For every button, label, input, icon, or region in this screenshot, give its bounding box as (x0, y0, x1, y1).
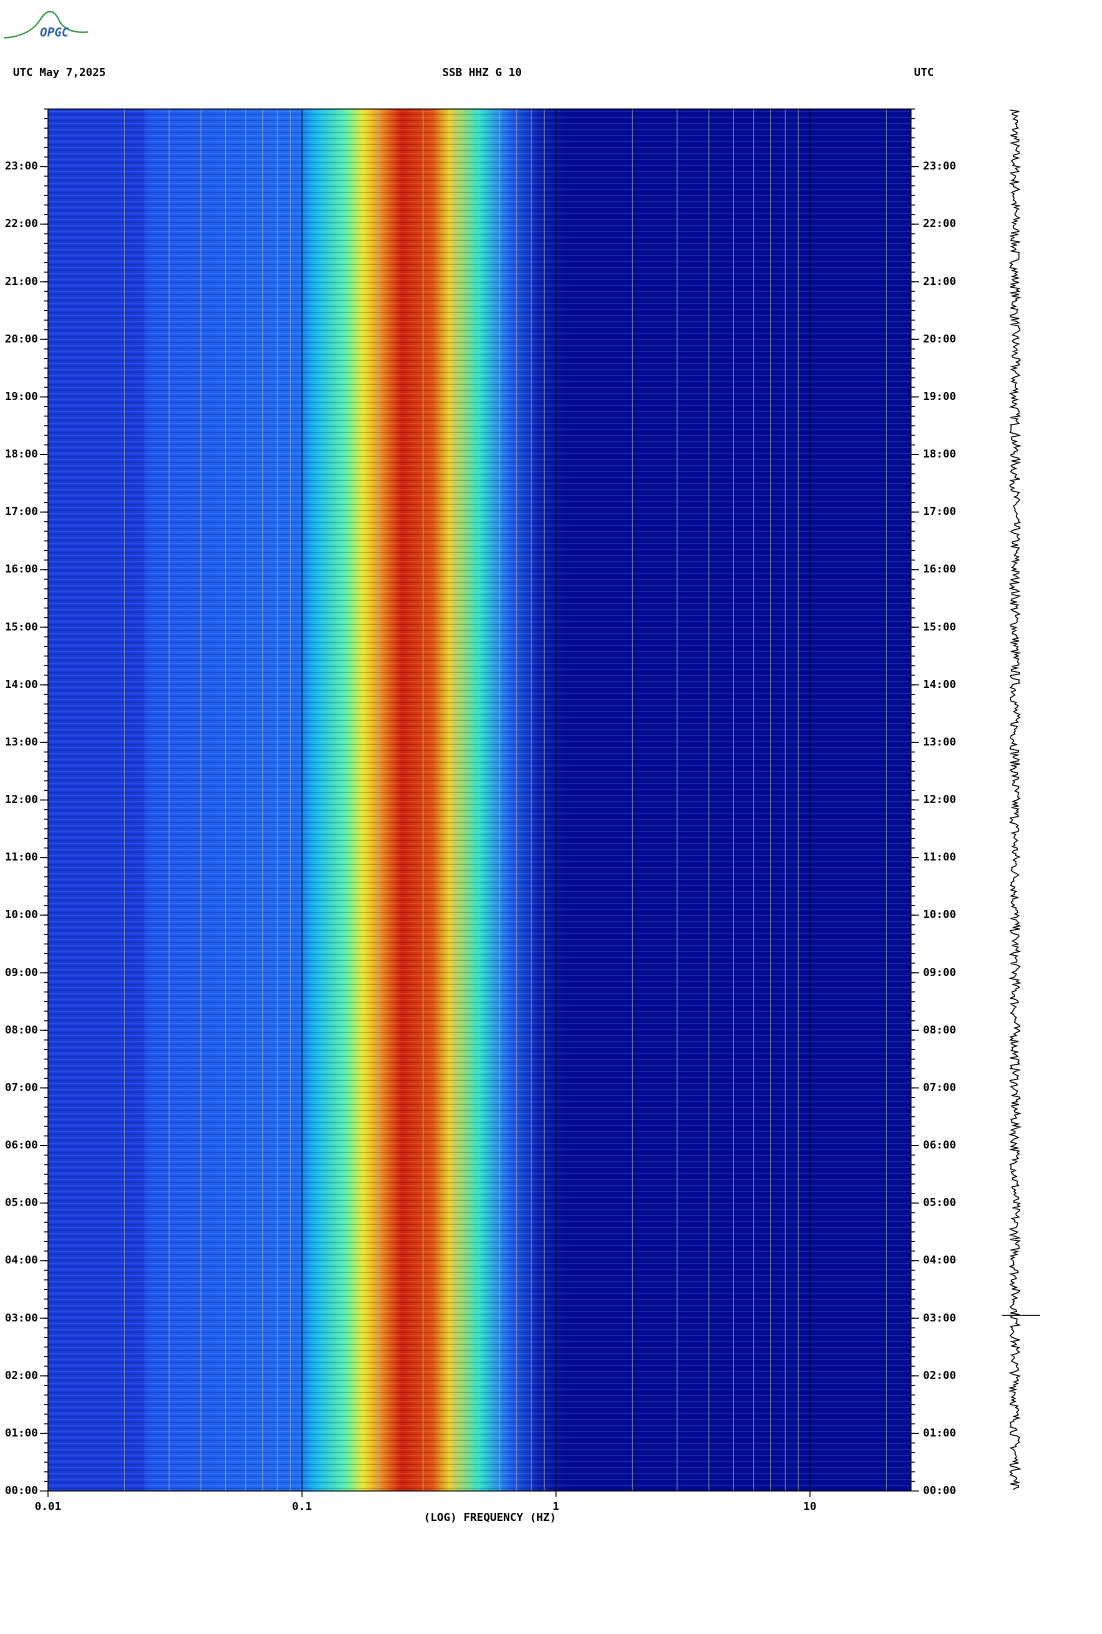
chart-title: SSB HHZ G 10 (442, 66, 521, 79)
y-tick-label: 22:00 (5, 217, 38, 230)
y-tick-label: 17:00 (923, 505, 956, 518)
y-tick-label: 12:00 (5, 793, 38, 806)
y-tick-label: 13:00 (5, 735, 38, 748)
y-tick-label: 16:00 (5, 563, 38, 576)
y-tick-label: 11:00 (923, 851, 956, 864)
y-tick-label: 02:00 (5, 1369, 38, 1382)
y-tick-label: 15:00 (5, 620, 38, 633)
right-label: UTC (914, 66, 934, 79)
y-tick-label: 21:00 (923, 275, 956, 288)
y-tick-label: 01:00 (5, 1426, 38, 1439)
y-tick-label: 08:00 (923, 1023, 956, 1036)
y-tick-label: 06:00 (923, 1139, 956, 1152)
x-axis-label: (LOG) FREQUENCY (HZ) (424, 1511, 556, 1524)
y-tick-label: 22:00 (923, 217, 956, 230)
y-tick-label: 13:00 (923, 735, 956, 748)
y-tick-label: 18:00 (923, 448, 956, 461)
x-tick-label: 1 (553, 1500, 560, 1513)
y-tick-label: 09:00 (923, 966, 956, 979)
y-tick-label: 23:00 (923, 160, 956, 173)
y-tick-label: 00:00 (5, 1484, 38, 1497)
x-tick-label: 0.01 (35, 1500, 62, 1513)
y-tick-label: 07:00 (5, 1081, 38, 1094)
y-tick-label: 11:00 (5, 851, 38, 864)
left-label: UTC May 7,2025 (13, 66, 106, 79)
y-tick-label: 17:00 (5, 505, 38, 518)
y-tick-label: 19:00 (923, 390, 956, 403)
y-tick-label: 05:00 (5, 1196, 38, 1209)
x-tick-label: 10 (803, 1500, 816, 1513)
y-tick-label: 04:00 (5, 1254, 38, 1267)
y-tick-label: 03:00 (923, 1311, 956, 1324)
y-tick-label: 14:00 (923, 678, 956, 691)
y-tick-label: 09:00 (5, 966, 38, 979)
x-tick-label: 0.1 (292, 1500, 312, 1513)
y-tick-label: 08:00 (5, 1023, 38, 1036)
y-tick-label: 15:00 (923, 620, 956, 633)
y-tick-label: 12:00 (923, 793, 956, 806)
logo: OPGC (3, 10, 89, 40)
y-tick-label: 04:00 (923, 1254, 956, 1267)
y-tick-label: 20:00 (5, 332, 38, 345)
y-tick-label: 10:00 (5, 908, 38, 921)
y-tick-label: 23:00 (5, 160, 38, 173)
seismogram-trace (1008, 109, 1022, 1491)
y-tick-label: 18:00 (5, 448, 38, 461)
y-tick-label: 20:00 (923, 332, 956, 345)
y-tick-label: 14:00 (5, 678, 38, 691)
y-tick-label: 07:00 (923, 1081, 956, 1094)
y-tick-label: 06:00 (5, 1139, 38, 1152)
logo-text: OPGC (40, 26, 70, 40)
y-tick-label: 16:00 (923, 563, 956, 576)
y-tick-label: 00:00 (923, 1484, 956, 1497)
y-tick-label: 03:00 (5, 1311, 38, 1324)
y-tick-label: 10:00 (923, 908, 956, 921)
y-tick-label: 02:00 (923, 1369, 956, 1382)
y-tick-label: 21:00 (5, 275, 38, 288)
y-tick-label: 05:00 (923, 1196, 956, 1209)
y-tick-label: 19:00 (5, 390, 38, 403)
y-tick-label: 01:00 (923, 1426, 956, 1439)
